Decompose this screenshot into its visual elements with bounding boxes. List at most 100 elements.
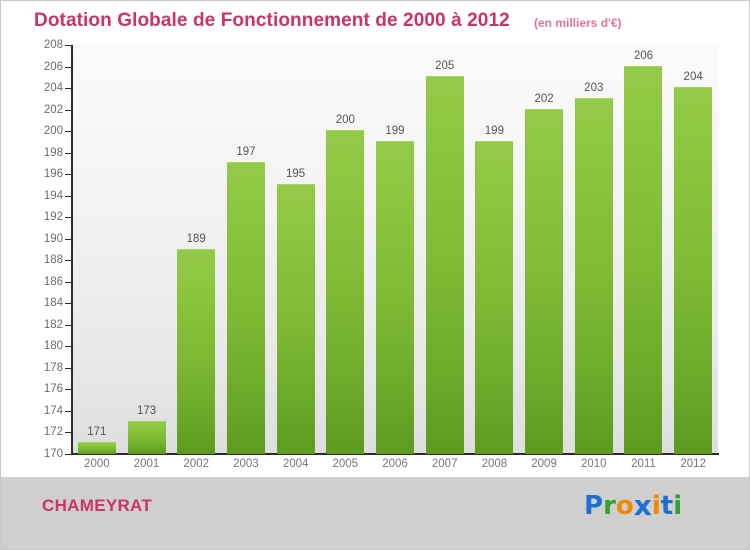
y-axis-tick-label: 190 xyxy=(43,232,63,245)
logo-letter: P xyxy=(584,491,604,521)
bar-value-label: 205 xyxy=(435,60,455,73)
bar[interactable] xyxy=(624,65,663,454)
bar[interactable] xyxy=(674,87,713,454)
y-axis-tick-mark xyxy=(65,131,72,132)
bar-column[interactable] xyxy=(519,45,569,454)
page-title: Dotation Globale de Fonctionnement de 20… xyxy=(34,10,510,31)
bar[interactable] xyxy=(127,420,166,454)
y-axis-tick-mark xyxy=(65,196,72,197)
y-axis-tick-mark xyxy=(65,432,72,433)
bar-column[interactable] xyxy=(221,45,271,454)
x-axis-tick-label: 2003 xyxy=(233,458,259,470)
logo-letter: x xyxy=(633,489,652,522)
y-axis-tick-mark xyxy=(65,110,72,111)
y-axis-tick-mark xyxy=(65,239,72,240)
bar[interactable] xyxy=(326,130,365,454)
y-axis-tick-mark xyxy=(65,67,72,68)
bar[interactable] xyxy=(525,108,564,454)
x-axis-tick-label: 2004 xyxy=(282,458,309,470)
chart-header: Dotation Globale de Fonctionnement de 20… xyxy=(1,1,749,41)
x-axis-tick-label: 2006 xyxy=(382,458,408,470)
y-axis-tick-label: 184 xyxy=(43,297,63,310)
bar-column[interactable] xyxy=(72,45,122,454)
y-axis-tick-mark xyxy=(65,153,72,154)
y-axis-tick-label: 198 xyxy=(43,146,63,159)
bar-column[interactable] xyxy=(619,45,669,454)
x-axis-tick-label: 2007 xyxy=(431,458,458,470)
y-axis-tick-label: 172 xyxy=(43,426,63,439)
chart-footer: CHAMEYRAT Proxiti xyxy=(1,477,749,549)
bar-series: 171 173 189 197 195 200 199 205 199 202 203 206 204 xyxy=(72,45,718,454)
x-axis-tick-label: 2012 xyxy=(680,458,706,470)
y-axis-tick-label: 178 xyxy=(43,361,63,374)
y-axis-tick-label: 180 xyxy=(43,340,63,353)
y-axis-tick-label: 206 xyxy=(43,60,63,73)
y-axis-tick-mark xyxy=(65,88,72,89)
y-axis-tick-mark xyxy=(65,45,72,46)
y-axis-tick-mark xyxy=(65,260,72,261)
y-axis-tick-mark xyxy=(65,368,72,369)
bar-value-label: 202 xyxy=(534,92,554,105)
y-axis-tick-label: 182 xyxy=(43,318,63,331)
bar-value-label: 199 xyxy=(385,124,405,137)
chart-units-subtitle: (en milliers d'€) xyxy=(534,16,622,30)
logo-letter: o xyxy=(615,491,634,521)
bar-value-label: 199 xyxy=(484,124,504,137)
y-axis-tick-mark xyxy=(65,303,72,304)
x-axis-tick-label: 2011 xyxy=(631,458,656,470)
bar[interactable] xyxy=(375,140,414,454)
bar-value-label: 171 xyxy=(87,426,107,439)
bar-value-label: 189 xyxy=(186,232,206,245)
y-axis-tick-label: 204 xyxy=(43,82,63,95)
bar[interactable] xyxy=(177,248,216,454)
bar-column[interactable] xyxy=(171,45,221,454)
bar-value-label: 197 xyxy=(236,146,256,159)
bar-value-label: 203 xyxy=(584,81,604,94)
commune-name: CHAMEYRAT xyxy=(42,496,153,515)
bar[interactable] xyxy=(475,140,514,454)
bar-value-label: 204 xyxy=(683,71,703,84)
y-axis-tick-mark xyxy=(65,325,72,326)
bar[interactable] xyxy=(425,76,464,454)
bar-value-label: 206 xyxy=(633,49,654,62)
x-axis-tick-label: 2000 xyxy=(84,458,110,470)
y-axis-tick-label: 200 xyxy=(43,125,63,138)
y-axis-tick-label: 202 xyxy=(43,103,63,116)
x-axis-tick-label: 2010 xyxy=(580,458,607,470)
logo-letter: i xyxy=(673,491,683,521)
x-axis-tick-label: 2009 xyxy=(531,458,557,470)
y-axis-tick-label: 208 xyxy=(43,39,63,51)
bar-value-label: 173 xyxy=(136,404,157,417)
bar[interactable] xyxy=(77,442,116,454)
y-axis-tick-label: 194 xyxy=(43,189,63,202)
bar-column[interactable] xyxy=(370,45,420,454)
y-axis-tick-label: 176 xyxy=(43,383,63,396)
y-axis-tick-mark xyxy=(65,217,72,218)
y-axis-tick-mark xyxy=(65,346,72,347)
y-axis-tick-mark xyxy=(65,454,72,455)
bar-value-label: 200 xyxy=(335,114,355,127)
y-axis-tick-mark xyxy=(65,282,72,283)
bar-column[interactable] xyxy=(271,45,321,454)
x-axis-labels: 2000 2001 2002 2003 2004 2005 2006 2007 2008 2009… xyxy=(72,1,718,549)
y-axis-tick-label: 170 xyxy=(43,448,63,460)
y-axis-tick-mark xyxy=(65,411,72,412)
bar[interactable] xyxy=(226,162,265,454)
bar-column[interactable] xyxy=(569,45,619,454)
logo-letter: t xyxy=(660,491,674,521)
x-axis-line xyxy=(71,453,719,455)
logo-letter: i xyxy=(651,491,661,521)
bar-column[interactable] xyxy=(420,45,470,454)
x-axis-tick-label: 2002 xyxy=(183,458,210,470)
bar-column[interactable] xyxy=(470,45,520,454)
x-axis-tick-label: 2008 xyxy=(481,458,508,470)
bar[interactable] xyxy=(574,97,613,454)
x-axis-tick-label: 2005 xyxy=(332,458,359,470)
bar[interactable] xyxy=(276,183,315,454)
y-axis-tick-label: 186 xyxy=(43,275,63,288)
proxiti-logo[interactable]: Proxiti xyxy=(584,488,683,522)
bar-column[interactable] xyxy=(668,45,718,454)
bar-column[interactable] xyxy=(320,45,370,454)
bar-column[interactable] xyxy=(122,45,172,454)
